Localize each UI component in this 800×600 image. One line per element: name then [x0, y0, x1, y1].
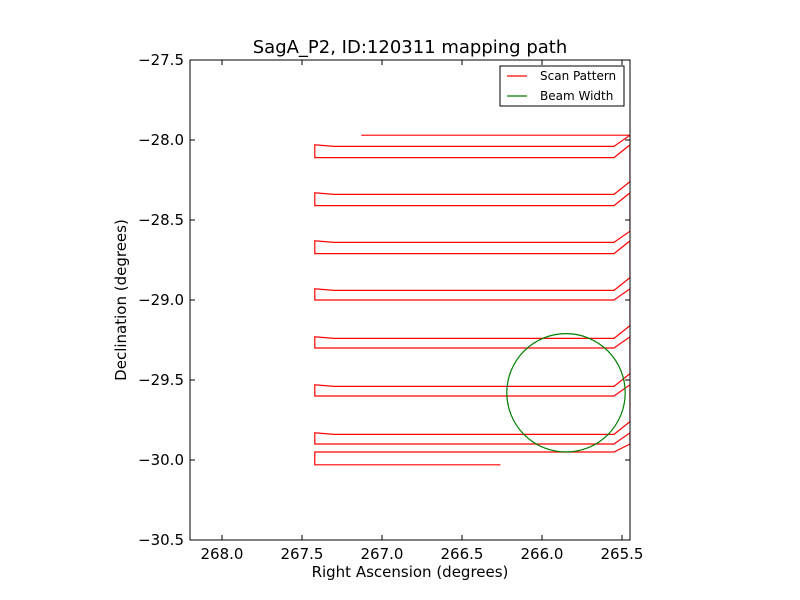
y-tick-label: −29.5	[138, 371, 184, 389]
x-tick-label: 267.5	[281, 545, 324, 563]
y-tick-label: −30.0	[138, 451, 184, 469]
legend-label-beam-width: Beam Width	[540, 89, 613, 103]
legend-label-scan-pattern: Scan Pattern	[540, 69, 616, 83]
y-axis-label: Declination (degrees)	[112, 219, 130, 381]
y-tick-label: −27.5	[138, 51, 184, 69]
plot-area	[314, 134, 630, 466]
series-scan-pattern	[314, 134, 630, 466]
y-tick-label: −29.0	[138, 291, 184, 309]
axis-ticks: 268.0 267.5 267.0 266.5 266.0 265.5 −27.5 −28.0…	[138, 51, 643, 563]
x-tick-label: 267.0	[361, 545, 404, 563]
y-tick-label: −30.5	[138, 531, 184, 549]
chart-legend: Scan Pattern Beam Width	[499, 65, 625, 107]
legend-box	[499, 65, 625, 107]
y-tick-label: −28.5	[138, 211, 184, 229]
x-axis-label: Right Ascension (degrees)	[312, 563, 509, 581]
series-beam-width	[506, 332, 626, 453]
x-tick-label: 266.5	[441, 545, 484, 563]
x-tick-label: 265.5	[601, 545, 644, 563]
x-tick-label: 266.0	[521, 545, 564, 563]
chart-title: SagA_P2, ID:120311 mapping path	[253, 37, 568, 58]
y-tick-label: −28.0	[138, 131, 184, 149]
x-tick-label: 268.0	[201, 545, 244, 563]
